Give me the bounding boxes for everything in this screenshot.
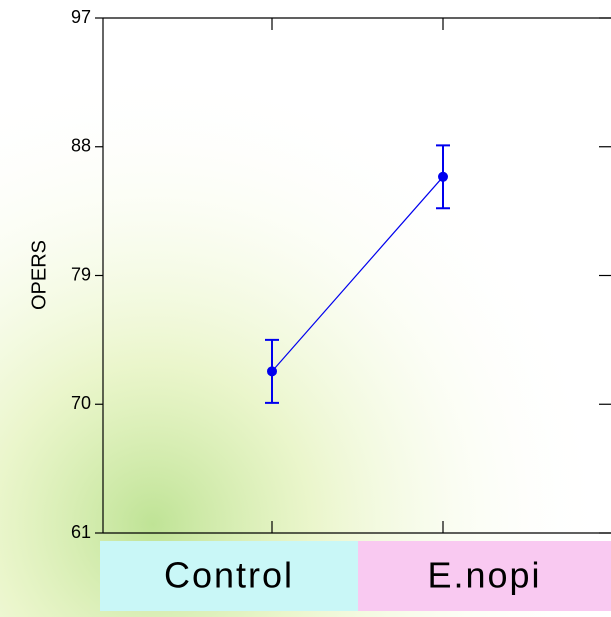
category-box: [100, 541, 358, 611]
y-axis-label: OPERS: [28, 240, 50, 310]
data-line: [271, 176, 444, 372]
y-tick-label: 79: [71, 264, 91, 284]
y-tick-label: 70: [71, 393, 91, 413]
data-point: [438, 171, 448, 182]
x-tick-label: Control: [164, 555, 294, 596]
y-tick-label: 88: [71, 136, 91, 156]
y-tick-label: 97: [71, 7, 91, 27]
x-tick-label: E.nopi: [427, 555, 541, 596]
y-tick-label: 61: [71, 522, 91, 542]
data-point: [267, 366, 277, 377]
category-box: [358, 541, 611, 611]
